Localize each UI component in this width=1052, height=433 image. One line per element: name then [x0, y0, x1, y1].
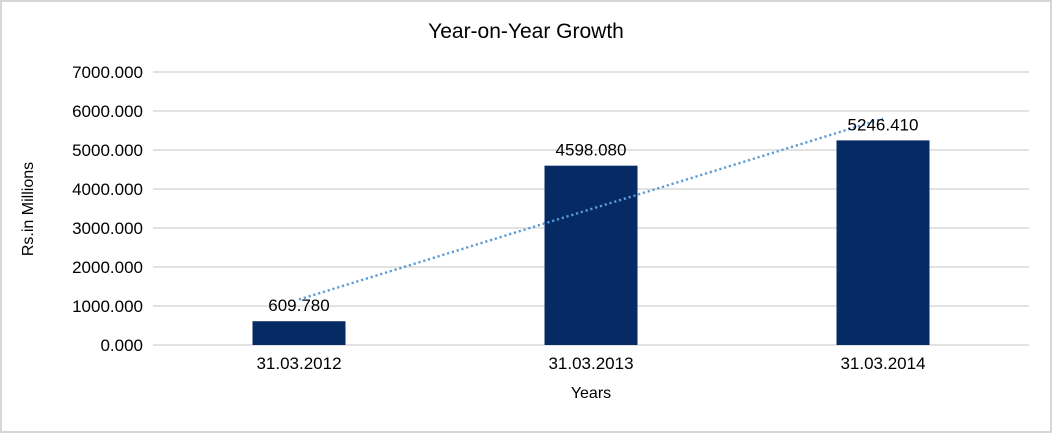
- bar-series: [252, 140, 930, 345]
- bar: [252, 321, 346, 345]
- x-tick-label: 31.03.2014: [840, 354, 925, 373]
- x-axis-title: Years: [571, 385, 611, 402]
- y-tick-label: 1000.000: [72, 297, 143, 316]
- y-tick-label: 3000.000: [72, 219, 143, 238]
- bar: [544, 165, 638, 345]
- trendline: [298, 117, 884, 301]
- trendline-dotted: [298, 117, 884, 301]
- y-tick-label: 0.000: [100, 336, 143, 355]
- bar-value-label: 609.780: [268, 296, 329, 315]
- y-tick-label: 7000.000: [72, 63, 143, 82]
- bar-value-label: 5246.410: [848, 115, 919, 134]
- data-labels: 609.780 4598.080 5246.410: [268, 115, 918, 315]
- y-tick-label: 2000.000: [72, 258, 143, 277]
- y-axis-ticks: 0.000 1000.000 2000.000 3000.000 4000.000 500…: [72, 63, 143, 355]
- x-tick-label: 31.03.2012: [256, 354, 341, 373]
- y-tick-label: 6000.000: [72, 102, 143, 121]
- chart-title: Year-on-Year Growth: [428, 20, 624, 43]
- y-tick-label: 4000.000: [72, 180, 143, 199]
- bar: [836, 140, 930, 345]
- y-tick-label: 5000.000: [72, 141, 143, 160]
- bar-value-label: 4598.080: [556, 141, 627, 160]
- y-axis-title: Rs.in Millions: [20, 162, 37, 256]
- x-axis-labels: 31.03.2012 31.03.2013 31.03.2014: [256, 354, 925, 373]
- x-tick-label: 31.03.2013: [548, 354, 633, 373]
